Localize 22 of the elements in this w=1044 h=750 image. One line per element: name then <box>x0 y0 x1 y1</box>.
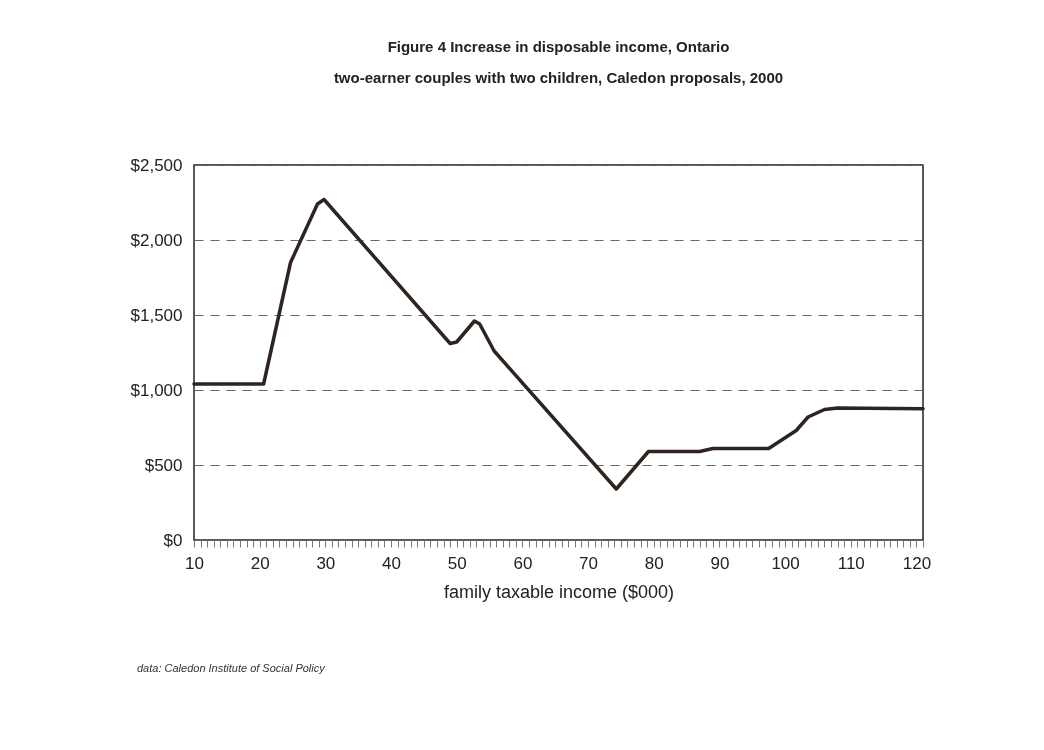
chart-title: Figure 4 Increase in disposable income, Ontario <box>387 38 730 55</box>
x-tick-label: 110 <box>837 553 865 573</box>
x-tick-label: 90 <box>710 553 730 573</box>
y-tick-label: $0 <box>163 530 183 550</box>
x-tick-label: 40 <box>382 553 401 573</box>
y-tick-label: $500 <box>144 455 183 475</box>
y-tick-label: $1,000 <box>130 380 183 400</box>
y-tick-label: $2,500 <box>130 155 183 175</box>
y-tick-label: $2,000 <box>130 230 183 250</box>
x-tick-label: 100 <box>771 553 800 573</box>
x-tick-label: 20 <box>250 553 270 573</box>
x-axis-title: family taxable income ($000) <box>443 581 675 602</box>
y-tick-label: $1,500 <box>130 305 183 325</box>
x-tick-label: 10 <box>185 553 204 573</box>
x-tick-label: 30 <box>316 553 336 573</box>
x-tick-label: 70 <box>579 553 599 573</box>
text: data: Caledon Institute of Social Policy <box>137 662 325 674</box>
x-tick-label: 60 <box>513 553 533 573</box>
x-tick-label: 50 <box>447 553 467 573</box>
x-tick-label: 120 <box>902 553 932 573</box>
chart-subtitle: two-earner couples with two children, Caledon proposals, 2000 <box>333 69 784 86</box>
x-tick-label: 80 <box>644 553 664 573</box>
